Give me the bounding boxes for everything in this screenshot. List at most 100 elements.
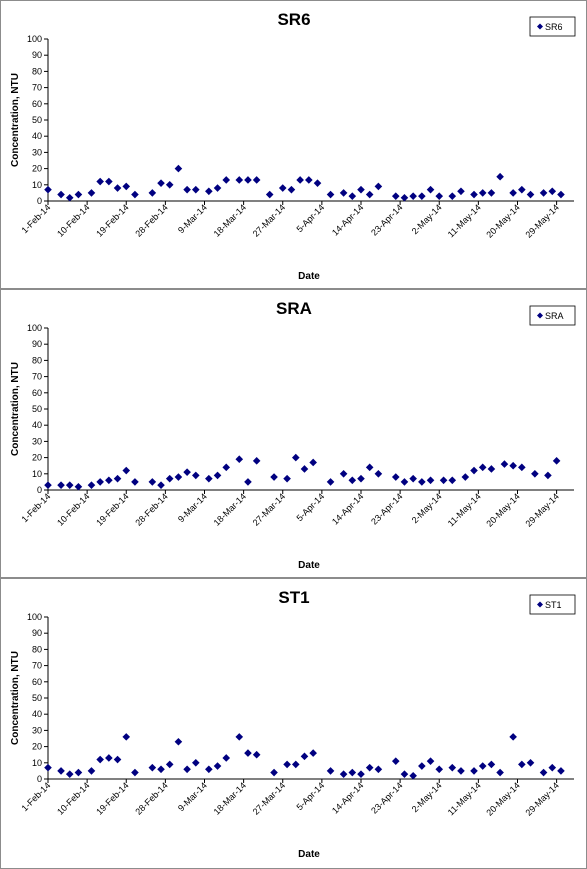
y-tick-label: 50 (32, 404, 42, 414)
y-tick-label: 90 (32, 628, 42, 638)
x-tick-label: 11-May-14 (446, 491, 483, 528)
data-point (296, 176, 304, 184)
data-point (357, 770, 365, 778)
data-point (418, 478, 426, 486)
data-point (113, 755, 122, 764)
x-tick-label: 11-May-14 (446, 780, 483, 817)
data-point (391, 473, 400, 481)
data-point (526, 190, 535, 199)
data-point (131, 768, 139, 777)
data-point (496, 172, 504, 181)
y-axis-label: Concentration, NTU (10, 73, 21, 167)
data-point (339, 189, 348, 197)
legend-marker (537, 312, 543, 319)
data-point (283, 474, 291, 483)
data-point (74, 190, 83, 199)
data-point (457, 767, 465, 775)
data-point (509, 461, 517, 470)
data-point (157, 481, 165, 489)
x-tick-label: 27-Mar-14 (251, 491, 287, 527)
data-point (557, 190, 565, 199)
y-tick-label: 60 (32, 388, 42, 398)
data-point (165, 181, 174, 189)
data-point (174, 164, 183, 173)
y-tick-label: 40 (32, 420, 42, 430)
data-point (418, 762, 426, 770)
data-point (291, 453, 300, 462)
data-point (439, 476, 448, 485)
data-point (326, 478, 335, 486)
y-tick-label: 70 (32, 372, 42, 382)
data-point (487, 465, 496, 473)
y-axis-label: Concentration, NTU (10, 362, 21, 456)
x-tick-label: 18-Mar-14 (212, 202, 248, 238)
data-point (87, 189, 96, 197)
data-point (435, 192, 444, 200)
legend-box (529, 305, 576, 326)
data-point (448, 763, 457, 772)
data-point (357, 185, 365, 194)
legend-marker (537, 601, 543, 608)
data-point (57, 481, 65, 489)
x-tick-label: 10-Feb-14 (55, 491, 91, 527)
data-point (57, 190, 65, 199)
data-point (305, 176, 313, 184)
data-point (309, 458, 317, 467)
data-point (557, 767, 565, 775)
x-axis-label: Date (298, 271, 320, 282)
data-point (174, 473, 183, 481)
data-point (391, 757, 400, 765)
x-tick-label: 5-Apr-14 (294, 202, 326, 234)
x-tick-label: 23-Apr-14 (369, 780, 404, 815)
chart-panel-st1: ST1 0 10 20 30 40 50 60 70 80 90 100 1-Feb-14 10-Feb-… (0, 578, 587, 869)
data-point (400, 770, 409, 778)
data-point (357, 474, 365, 483)
data-point (222, 754, 231, 762)
y-tick-label: 80 (32, 644, 42, 654)
legend-label: SR6 (545, 22, 563, 32)
data-point (326, 767, 335, 775)
data-point (122, 182, 131, 191)
data-point (244, 176, 252, 184)
data-point (165, 760, 174, 769)
data-point (105, 754, 113, 762)
y-tick-label: 20 (32, 453, 42, 463)
data-point (339, 470, 348, 478)
x-tick-label: 2-May-14 (410, 202, 444, 236)
data-point (470, 466, 478, 475)
y-tick-label: 100 (27, 612, 42, 622)
data-point (544, 471, 552, 480)
data-point (265, 190, 274, 199)
data-point (518, 463, 526, 472)
x-tick-label: 2-May-14 (410, 491, 444, 525)
data-point (192, 185, 200, 194)
y-tick-label: 10 (32, 469, 42, 479)
x-tick-label: 23-Apr-14 (369, 202, 404, 237)
data-point (457, 187, 465, 196)
legend-box (529, 16, 576, 37)
x-tick-label: 28-Feb-14 (133, 202, 169, 238)
data-point (235, 733, 244, 741)
data-point (44, 481, 52, 489)
x-tick-label: 14-Apr-14 (330, 491, 365, 526)
x-tick-label: 1-Feb-14 (20, 202, 53, 235)
y-tick-label: 0 (37, 774, 42, 784)
data-point (509, 733, 517, 741)
x-tick-label: 20-May-14 (484, 202, 521, 239)
data-point (122, 466, 131, 475)
data-point (365, 190, 374, 199)
legend-box (529, 594, 576, 615)
data-point (113, 474, 122, 483)
data-point (283, 760, 291, 769)
data-point (365, 463, 374, 472)
data-point (74, 768, 83, 777)
data-point (205, 765, 213, 774)
data-point (244, 749, 252, 757)
x-tick-label: 27-Mar-14 (251, 202, 287, 238)
data-point (518, 185, 526, 194)
x-tick-label: 9-Mar-14 (176, 491, 209, 524)
x-tick-label: 20-May-14 (484, 491, 521, 528)
data-point (426, 757, 435, 765)
data-point (96, 478, 104, 486)
y-tick-label: 90 (32, 339, 42, 349)
